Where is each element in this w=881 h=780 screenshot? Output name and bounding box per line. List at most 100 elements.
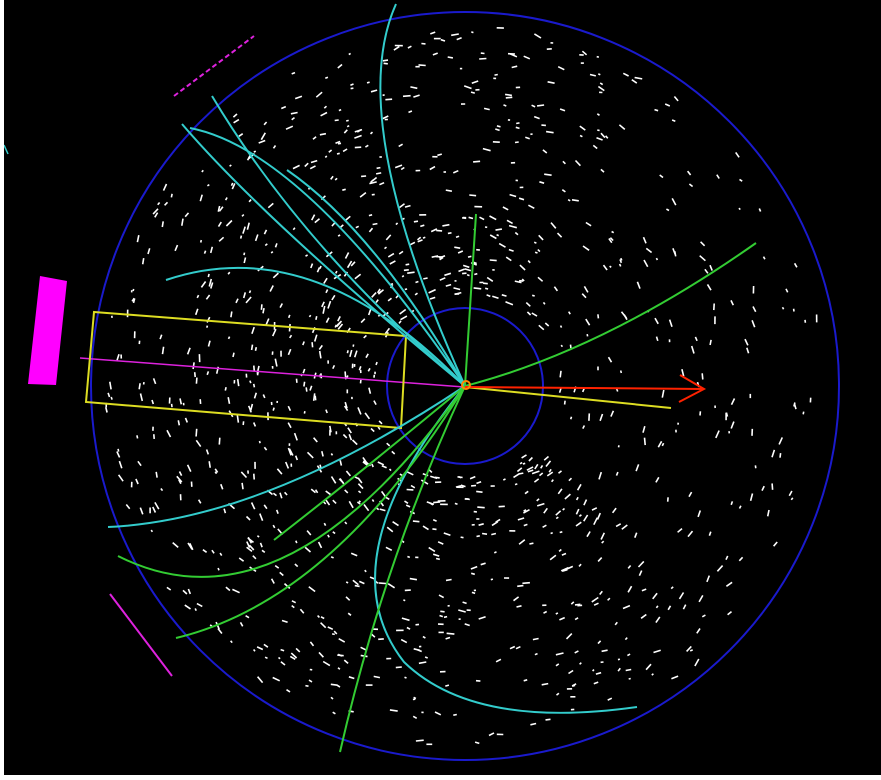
hit-mark [400,315,408,321]
hit-mark [386,442,391,447]
hit-mark [453,287,461,291]
hit-mark [395,222,399,226]
hit-mark [258,139,266,144]
hit-mark [179,398,183,405]
hit-mark [387,252,395,258]
hit-mark [536,104,545,107]
hit-mark [384,246,387,250]
hit-mark [426,501,435,506]
hit-mark [214,471,218,475]
hit-mark [534,652,538,656]
hit-mark [689,649,693,652]
hit-mark [453,713,457,716]
hit-mark [601,649,608,653]
hit-mark [568,669,574,675]
hit-mark [308,679,313,683]
hit-mark [564,493,571,500]
hit-mark [260,304,263,310]
hit-mark [217,567,220,571]
hit-mark [537,249,541,253]
hit-mark [716,174,720,179]
hit-mark [533,478,540,483]
hit-mark [502,206,509,211]
hit-mark [318,350,322,359]
hit-mark [655,336,659,342]
hit-mark [332,531,336,535]
hit-mark [346,124,350,128]
hit-mark [152,506,157,513]
hit-mark [279,492,283,499]
hit-mark [350,261,356,267]
hit-mark [337,234,341,237]
hit-mark [217,628,223,634]
hit-mark [645,663,652,671]
hit-mark [330,175,334,180]
hit-mark [274,358,278,367]
hit-mark [354,128,363,133]
hit-mark [345,470,352,477]
hit-mark [376,288,381,294]
hit-mark [536,498,540,502]
hit-mark [287,348,292,356]
hit-mark [305,387,308,392]
hit-mark [527,469,534,473]
hit-mark [505,96,513,99]
hit-mark [337,323,344,330]
hit-mark [698,595,704,603]
hit-mark [434,711,442,716]
hit-mark [555,663,560,667]
hit-mark [738,207,741,211]
hit-mark [288,448,294,456]
hit-mark [519,461,523,465]
hit-mark [470,572,476,576]
hit-mark [793,403,797,410]
hit-mark [385,234,392,241]
hit-mark [638,570,643,577]
hit-mark [317,541,323,549]
hit-mark [364,412,371,420]
hit-mark [511,65,518,69]
hit-mark [372,222,378,226]
hit-mark [576,483,582,491]
hit-mark [263,643,269,648]
hit-mark [598,73,601,76]
hit-mark [495,518,501,523]
hit-mark [468,216,474,220]
green-track-1 [464,242,757,387]
hit-mark [514,280,522,284]
hit-mark [690,345,695,354]
hit-mark [593,517,599,526]
hit-mark [496,125,501,128]
hit-mark [270,250,274,254]
hit-mark [344,521,348,525]
hit-mark [417,239,423,243]
hit-mark [517,584,524,588]
hit-mark [357,407,362,415]
hit-mark [550,479,554,483]
hit-mark [595,671,602,675]
hit-mark [455,485,462,488]
hit-mark [641,588,647,592]
hit-mark [751,320,756,328]
hit-mark [330,696,334,700]
hit-mark [241,214,245,217]
hit-mark [620,311,628,319]
hit-mark [225,586,231,592]
missing-energy-arrow [464,374,707,403]
hit-mark [303,381,306,387]
hit-mark [706,283,712,291]
hit-mark [332,711,336,715]
hit-mark [601,540,605,544]
hit-mark [560,344,564,348]
hit-mark [793,262,798,268]
hit-mark [370,179,374,184]
hit-mark [761,485,765,491]
hit-mark [365,353,369,359]
hit-mark [116,353,120,361]
hit-mark [260,132,266,141]
hit-mark [645,247,653,254]
hit-mark [458,268,465,273]
hit-mark [694,336,698,342]
hit-mark [256,676,264,684]
hit-mark [287,314,291,319]
